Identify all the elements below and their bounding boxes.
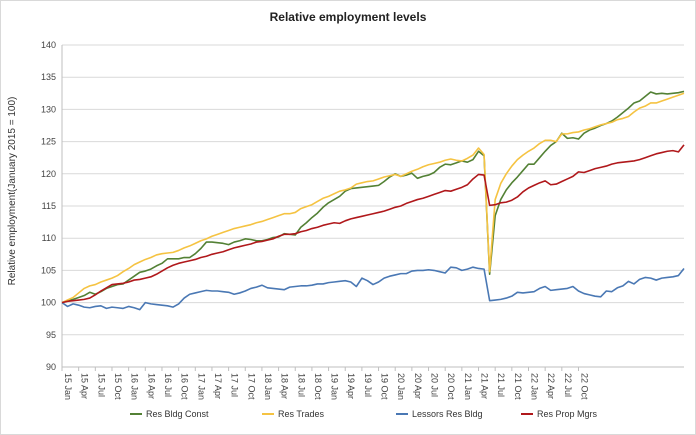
y-tick-label: 120 — [41, 169, 56, 179]
legend-item: Res Prop Mgrs — [521, 409, 598, 419]
x-tick-label: 19 Oct — [380, 373, 390, 400]
x-tick-label: 17 Apr — [213, 373, 223, 399]
x-tick-label: 15 Jul — [96, 373, 106, 397]
series-line-lessors-res-bldg — [61, 266, 685, 311]
x-tick-label: 17 Jan — [196, 373, 206, 400]
x-tick-label: 22 Jul — [563, 373, 573, 397]
series-line-res-prop-mgrs — [61, 144, 685, 304]
y-tick-label: 140 — [41, 40, 56, 50]
x-tick-label: 20 Jul — [430, 373, 440, 397]
series-line-res-bldg-const — [61, 90, 685, 304]
gridlines — [62, 44, 684, 368]
y-tick-label: 95 — [46, 330, 56, 340]
y-tick-label: 135 — [41, 72, 56, 82]
legend-label: Res Trades — [278, 409, 325, 419]
x-tick-label: 18 Jul — [296, 373, 306, 397]
x-tick-label: 19 Jan — [330, 373, 340, 400]
legend-label: Res Bldg Const — [146, 409, 209, 419]
x-tick-label: 21 Jul — [496, 373, 506, 397]
series-line-res-trades — [61, 92, 685, 304]
x-tick-label: 17 Jul — [230, 373, 240, 397]
x-tick-label: 16 Jan — [130, 373, 140, 400]
x-tick-label: 16 Oct — [180, 373, 190, 400]
x-tick-label: 18 Apr — [280, 373, 290, 399]
y-tick-label: 130 — [41, 104, 56, 114]
x-tick-label: 16 Apr — [146, 373, 156, 399]
x-tick-label: 21 Apr — [480, 373, 490, 399]
y-tick-label: 115 — [42, 201, 56, 211]
x-tick-label: 18 Oct — [313, 373, 323, 400]
y-tick-label: 105 — [41, 265, 56, 275]
chart-title: Relative employment levels — [270, 10, 427, 24]
legend-label: Lessors Res Bldg — [412, 409, 483, 419]
x-tick-label: 19 Apr — [346, 373, 356, 399]
legend-item: Res Trades — [262, 409, 325, 419]
x-tick-label: 19 Jul — [363, 373, 373, 397]
y-axis-label: Relative employment(January 2015 = 100) — [7, 97, 18, 286]
x-tick-label: 15 Apr — [80, 373, 90, 399]
x-tick-label: 21 Jan — [463, 373, 473, 400]
x-tick-label: 22 Apr — [546, 373, 556, 399]
legend-label: Res Prop Mgrs — [537, 409, 598, 419]
y-tick-label: 110 — [42, 233, 56, 243]
series-lines — [61, 90, 685, 311]
x-tick-label: 20 Oct — [446, 373, 456, 400]
legend-item: Res Bldg Const — [130, 409, 209, 419]
x-tick-label: 15 Oct — [113, 373, 123, 400]
y-tick-labels: 90 95 100 105 110 115 120 125 130 135 140 — [41, 40, 56, 372]
x-tick-labels: 15 Jan 15 Apr 15 Jul 15 Oct 16 Jan 16 Apr 16 J… — [63, 373, 589, 400]
x-tick-label: 15 Jan — [63, 373, 73, 400]
legend: Res Bldg Const Res Trades Lessors Res Bldg… — [130, 409, 598, 419]
x-tick-label: 18 Jan — [263, 373, 273, 400]
legend-item: Lessors Res Bldg — [396, 409, 483, 419]
y-tick-label: 90 — [46, 362, 56, 372]
x-tick-label: 17 Oct — [246, 373, 256, 400]
x-tick-label: 20 Apr — [413, 373, 423, 399]
y-tick-label: 100 — [41, 298, 56, 308]
y-tick-label: 125 — [41, 137, 56, 147]
x-tick-label: 16 Jul — [163, 373, 173, 397]
axes — [61, 45, 684, 371]
x-tick-label: 22 Oct — [579, 373, 589, 400]
x-tick-label: 20 Jan — [396, 373, 406, 400]
x-tick-label: 22 Jan — [530, 373, 540, 400]
x-tick-label: 21 Oct — [513, 373, 523, 400]
